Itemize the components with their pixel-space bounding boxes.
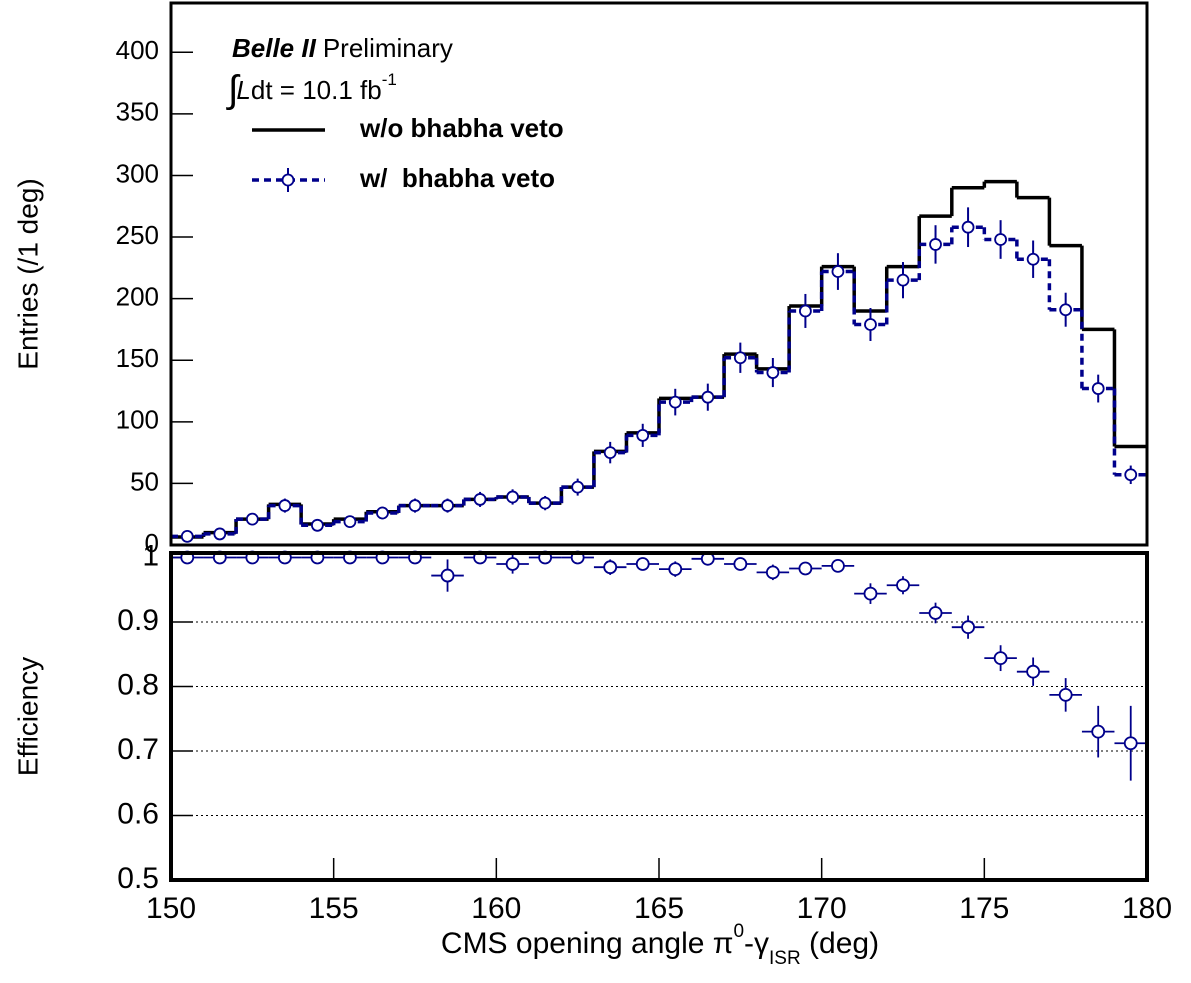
- plot-frame: [169, 551, 1149, 882]
- data-point: [961, 220, 975, 234]
- y-tick-label: 400: [116, 35, 159, 65]
- y-tick-label: 150: [116, 343, 159, 373]
- data-point: [440, 568, 455, 583]
- data-point: [1026, 252, 1040, 266]
- data-point: [1091, 724, 1106, 739]
- y-tick-label: 0.5: [117, 862, 159, 895]
- legend-marker: [281, 173, 295, 187]
- data-point: [668, 395, 682, 409]
- y-tick-label: 0.6: [117, 797, 159, 830]
- data-point: [1026, 664, 1041, 679]
- data-point: [799, 304, 812, 318]
- x-label-text: (deg): [801, 927, 879, 960]
- y-tick-label: 350: [116, 97, 159, 127]
- x-tick-label: 180: [1122, 892, 1172, 925]
- y-axis-label: Entries (/1 deg): [12, 178, 43, 369]
- data-point: [278, 499, 292, 512]
- data-point: [733, 557, 748, 571]
- x-tick-label: 175: [959, 892, 1009, 925]
- y-tick-label: 200: [116, 282, 159, 312]
- y-tick-label: 0: [145, 528, 159, 558]
- data-point: [505, 557, 520, 571]
- data-point: [668, 562, 683, 577]
- x-label-sup: 0: [733, 921, 744, 942]
- legend-label: w/o bhabha veto: [359, 113, 564, 143]
- data-point: [473, 493, 487, 506]
- data-point: [213, 527, 227, 541]
- data-point: [538, 496, 552, 510]
- y-tick-label: 0.9: [117, 604, 159, 637]
- y-axis-label: Efficiency: [12, 657, 43, 776]
- data-point: [733, 351, 747, 365]
- data-point: [766, 366, 780, 379]
- data-point: [863, 586, 878, 601]
- x-tick-label: 170: [797, 892, 847, 925]
- data-point: [994, 233, 1007, 246]
- y-tick-label: 250: [116, 220, 159, 250]
- y-tick-label: 300: [116, 158, 159, 188]
- lumi-symbol: L: [236, 75, 250, 105]
- annotation: Belle II Preliminary: [232, 33, 453, 63]
- x-label-sub: ISR: [769, 948, 801, 969]
- data-point: [441, 499, 454, 512]
- lumi-text: dt = 10.1 fb: [251, 75, 382, 105]
- data-point: [765, 565, 780, 580]
- y-tick-label: 100: [116, 405, 159, 435]
- experiment-name: Belle II: [232, 33, 317, 63]
- data-point: [408, 499, 422, 512]
- data-point: [245, 512, 259, 526]
- y-tick-label: 0.8: [117, 668, 159, 701]
- data-point: [896, 273, 910, 287]
- integral: ∫: [226, 69, 241, 111]
- luminosity: ∫Ldt = 10.1 fb-1: [226, 69, 397, 111]
- data-point: [1058, 687, 1073, 702]
- data-point: [1091, 382, 1105, 395]
- data-point: [376, 506, 389, 520]
- data-point: [603, 560, 618, 575]
- x-tick-label: 150: [146, 892, 196, 925]
- legend-label: w/ bhabha veto: [359, 163, 555, 193]
- preliminary: Preliminary: [323, 33, 453, 63]
- data-point: [180, 529, 194, 543]
- data-point: [961, 620, 975, 635]
- data-point: [636, 428, 650, 442]
- x-tick-label: 165: [634, 892, 684, 925]
- x-label-text: CMS opening angle π: [441, 927, 734, 960]
- data-point: [635, 557, 650, 571]
- x-tick-label: 160: [471, 892, 521, 925]
- data-point: [1123, 736, 1138, 751]
- data-point: [798, 561, 813, 576]
- data-point: [701, 390, 715, 404]
- data-point: [1124, 468, 1138, 482]
- y-tick-label: 0.7: [117, 733, 159, 766]
- data-point: [603, 446, 617, 460]
- x-axis-label: CMS opening angle π0-γISR (deg): [441, 921, 879, 969]
- data-point: [571, 480, 585, 494]
- y-tick-label: 50: [130, 466, 159, 496]
- data-point: [506, 490, 519, 504]
- data-point: [929, 238, 942, 251]
- x-label-text: -γ: [744, 927, 769, 960]
- data-point: [896, 578, 910, 593]
- data-point: [343, 515, 357, 528]
- data-point: [831, 558, 845, 573]
- x-tick-label: 155: [309, 892, 359, 925]
- data-point: [831, 265, 845, 278]
- plot-frame: [169, 1, 1149, 547]
- y-tick-label: 1: [142, 539, 159, 572]
- data-point: [864, 318, 877, 331]
- data-point: [310, 518, 324, 532]
- data-point: [928, 606, 943, 620]
- data-point: [1059, 303, 1073, 317]
- lumi-exponent: -1: [382, 70, 397, 89]
- data-point: [993, 651, 1008, 666]
